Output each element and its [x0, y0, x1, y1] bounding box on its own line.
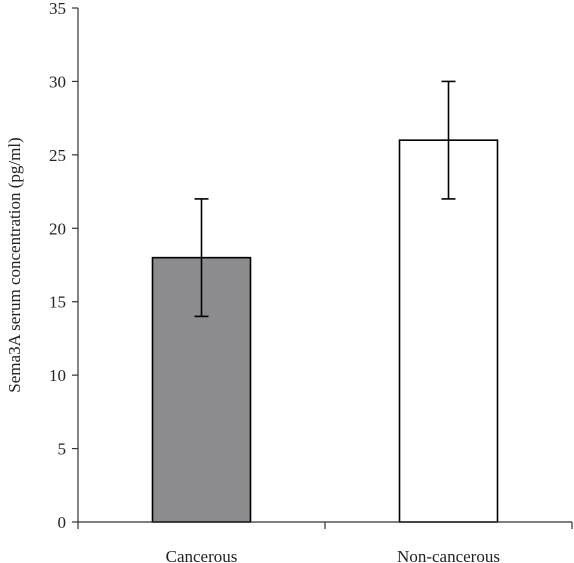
- y-tick-label: 20: [49, 219, 66, 238]
- bar-non-cancerous: [398, 139, 499, 523]
- y-tick-label: 35: [49, 0, 66, 18]
- y-tick-label: 0: [58, 513, 67, 532]
- y-axis-title: Sema3A serum concentration (pg/ml): [5, 137, 24, 392]
- y-axis-ticks: 0 5 10 15 20 25 30 35: [49, 0, 78, 532]
- y-tick-label: 30: [49, 72, 66, 91]
- y-tick-label: 5: [58, 440, 67, 459]
- y-tick-label: 10: [49, 366, 66, 385]
- y-tick-label: 25: [49, 146, 66, 165]
- x-category-label: Non-cancerous: [397, 547, 500, 563]
- bars: [151, 139, 499, 523]
- x-category-label: Cancerous: [166, 547, 238, 563]
- y-tick-label: 15: [49, 293, 66, 312]
- x-axis-categories: Cancerous Non-cancerous: [77, 522, 573, 563]
- error-bars: [194, 80, 456, 318]
